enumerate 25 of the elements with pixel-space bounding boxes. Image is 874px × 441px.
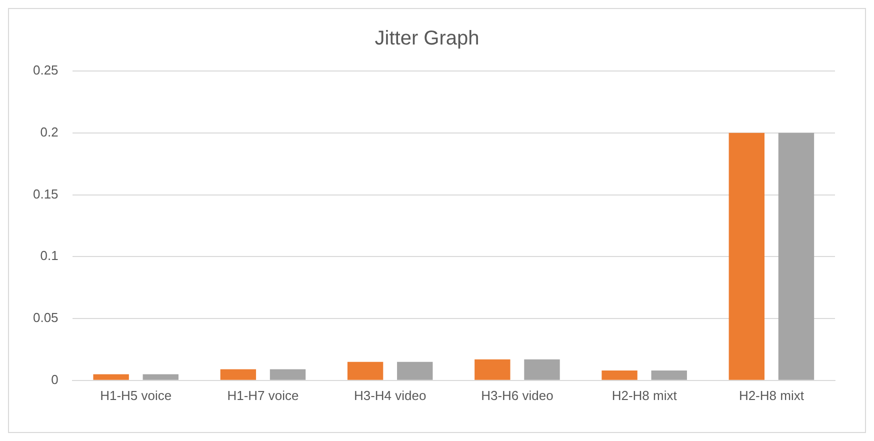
bar [270, 369, 306, 380]
bar [778, 132, 814, 380]
y-tick-label: 0.15 [32, 186, 58, 202]
bar [524, 359, 560, 380]
bar [474, 359, 510, 380]
chart-title: Jitter Graph [374, 28, 480, 50]
bar [93, 374, 129, 380]
bar [347, 362, 384, 380]
x-tick-label: H3-H6 video [481, 388, 554, 403]
x-tick-label: H3-H4 video [354, 388, 426, 403]
bar [142, 374, 178, 380]
bar [728, 132, 764, 380]
x-tick-label: H2-H8 mixt [738, 388, 804, 403]
y-tick-label: 0.1 [40, 248, 58, 264]
bar [602, 370, 638, 380]
y-tick-label: 0.05 [32, 310, 58, 326]
y-tick-label: 0.2 [40, 124, 58, 140]
y-tick-label: 0.25 [32, 62, 58, 78]
bar [651, 370, 687, 380]
bar [397, 362, 433, 380]
x-tick-label: H1-H5 voice [100, 388, 172, 403]
x-tick-label: H1-H7 voice [227, 388, 299, 403]
x-tick-label: H2-H8 mixt [612, 388, 678, 403]
y-tick-label: 0 [51, 372, 58, 387]
bar [220, 369, 256, 380]
